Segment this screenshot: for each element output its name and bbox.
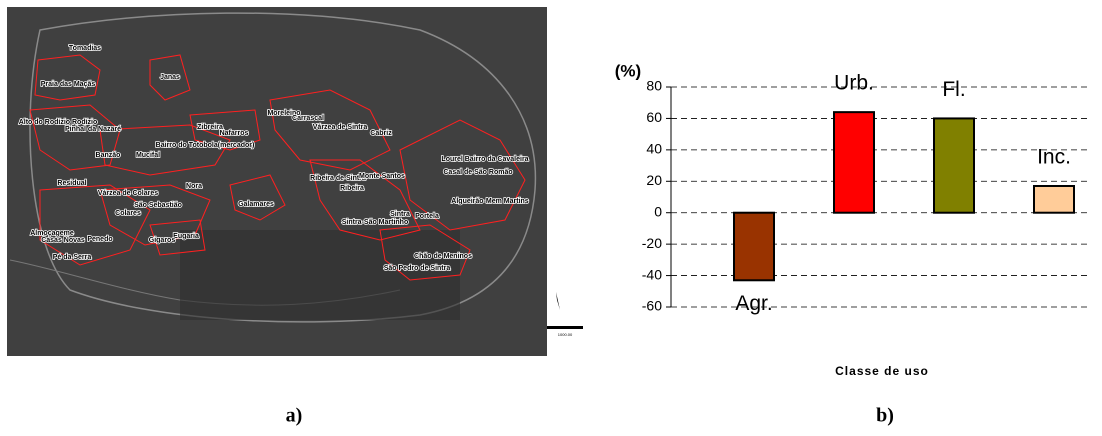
map-label: Janas xyxy=(160,74,180,81)
map-label: Banzão xyxy=(96,152,121,159)
map-label: Sintra xyxy=(390,211,410,218)
category-label: Agr. xyxy=(735,292,772,315)
category-label: Fl. xyxy=(942,78,965,101)
y-tick-label: -60 xyxy=(642,298,662,314)
x-axis-label: Classe de uso xyxy=(835,364,929,378)
caption: b) xyxy=(876,405,894,427)
caption: a) xyxy=(286,405,303,427)
map-label: Praia das Maçãs xyxy=(41,81,96,88)
map-label: Penedo xyxy=(87,236,112,243)
y-tick-label: 0 xyxy=(654,203,662,219)
map-label: Nora xyxy=(186,183,202,190)
scale-bar xyxy=(547,326,583,329)
map-label: Residual xyxy=(57,180,86,187)
map: 1000.00 xyxy=(7,7,583,365)
map-label: Colares xyxy=(115,210,141,217)
y-tick-label: 60 xyxy=(646,109,662,125)
bar xyxy=(733,211,775,282)
north-arrow xyxy=(556,292,560,310)
map-label: Algueirão-Mem Martins xyxy=(451,198,529,205)
y-axis-label: (%) xyxy=(615,61,641,80)
map-label: Sintra-São Martinho xyxy=(342,219,409,226)
parish-outlines xyxy=(29,54,526,281)
map-label: Monte Santos xyxy=(359,173,405,180)
map-label: Casas Novas xyxy=(41,237,85,244)
map-label: Chão de Meninos xyxy=(414,253,472,260)
map-label: Galamares xyxy=(238,201,274,208)
map-label: Pinhal da Nazaré xyxy=(65,126,121,133)
map-label: Cabriz xyxy=(370,130,392,137)
map-label: Gigaros xyxy=(149,237,176,244)
bar xyxy=(933,117,975,214)
road xyxy=(29,12,537,323)
map-label: Moreleino xyxy=(267,110,300,117)
map-label: Várzea de Colares xyxy=(98,190,158,197)
category-label: Inc. xyxy=(1037,146,1071,169)
y-tick-label: -20 xyxy=(642,235,662,251)
map-label: Nafarros xyxy=(220,130,249,137)
scale-label: 1000.00 xyxy=(558,332,573,337)
map-label: Mucifal xyxy=(136,152,160,159)
map-labels: Tomadias Praia das Maçãs Janas Alto do Rodí… xyxy=(18,44,530,273)
map-label: Portela xyxy=(415,213,439,220)
map-label: Bairro do Totobola(mercador) xyxy=(156,142,255,149)
map-label: Eugaria xyxy=(173,233,199,240)
map-label: Alto do Rodízio Rodízio xyxy=(19,119,98,126)
map-label: São Sebastião xyxy=(134,202,182,209)
map-label: Pé da Serra xyxy=(53,254,92,261)
y-tick-label: 40 xyxy=(646,141,662,157)
map-label: Tomadias xyxy=(69,45,101,52)
map-label: Zibreira xyxy=(197,124,223,131)
map-label: Casal de São Romão xyxy=(443,169,512,176)
bar xyxy=(1033,185,1075,214)
map-label: Lourel Bairro da Cavaleira xyxy=(441,156,528,163)
plot: -60 -40 -20 0 20 40 60 80 Agr. Urb. Fl. Inc. xyxy=(642,72,1090,315)
map-label: Almoçageme xyxy=(30,230,74,237)
map-label: São Pedro de Sintra xyxy=(384,265,451,272)
y-tick-label: -40 xyxy=(642,266,662,282)
y-tick-label: 80 xyxy=(646,78,662,94)
y-tick-label: 20 xyxy=(646,172,662,188)
map-label: Carrascal xyxy=(292,115,324,122)
hill-shade xyxy=(180,230,460,320)
category-label: Urb. xyxy=(834,72,874,95)
map-label: Várzea de Sintra xyxy=(313,124,368,131)
map-label: Ribeira de Sintra xyxy=(310,175,366,182)
bar xyxy=(833,111,875,214)
map-label: Ribeira xyxy=(340,185,364,192)
